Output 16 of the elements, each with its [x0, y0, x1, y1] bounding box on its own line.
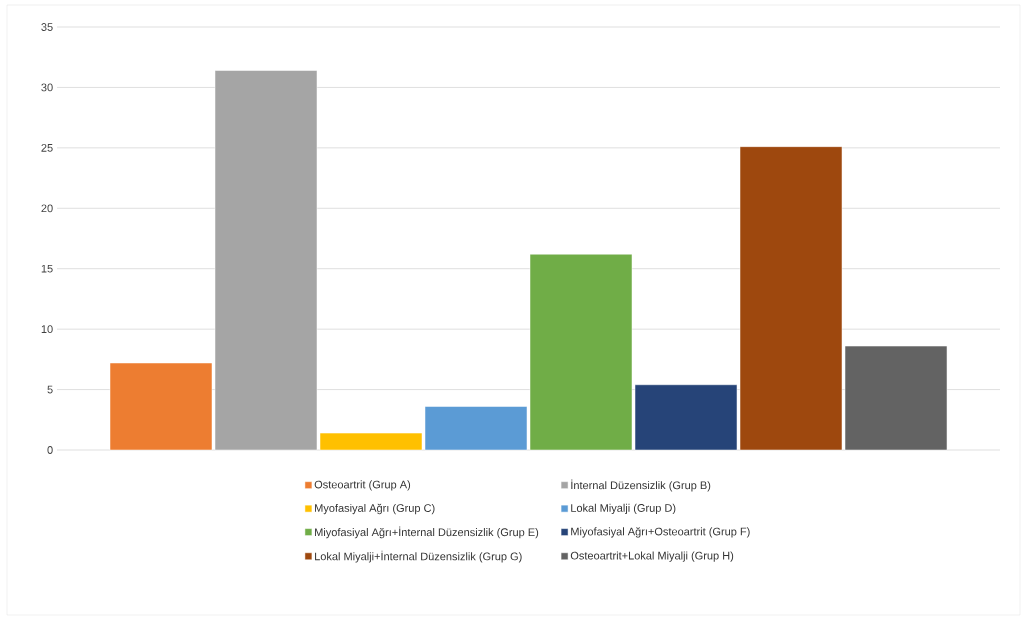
legend-label: İnternal Düzensizlik (Grup B): [571, 479, 711, 492]
legend-label: Lokal Miyalji (Grup D): [571, 503, 676, 515]
legend-label: Miyofasiyal Ağrı+İnternal Düzensizlik (Grup E): [315, 526, 539, 539]
legend-label: Myofasiyal Ağrı (Grup C): [315, 503, 435, 515]
y-tick-label: 30: [41, 83, 53, 92]
legend-label: Miyofasiyal Ağrı+Osteoartrit (Grup F): [571, 527, 750, 538]
y-tick-label: 20: [41, 204, 53, 213]
legend-label: Lokal Miyalji+İnternal Düzensizlik (Grup G): [315, 550, 522, 563]
y-tick-label: 5: [47, 385, 53, 394]
y-tick-label: 25: [41, 143, 53, 152]
legend-label: Osteoartrit+Lokal Miyalji (Grup H): [570, 551, 734, 562]
y-tick-label: 0: [47, 446, 53, 454]
y-tick-label: 15: [41, 264, 53, 273]
legend-label: Osteoartrit (Grup A): [314, 480, 411, 491]
y-tick-label: 35: [41, 23, 53, 31]
y-tick-label: 10: [41, 325, 53, 334]
